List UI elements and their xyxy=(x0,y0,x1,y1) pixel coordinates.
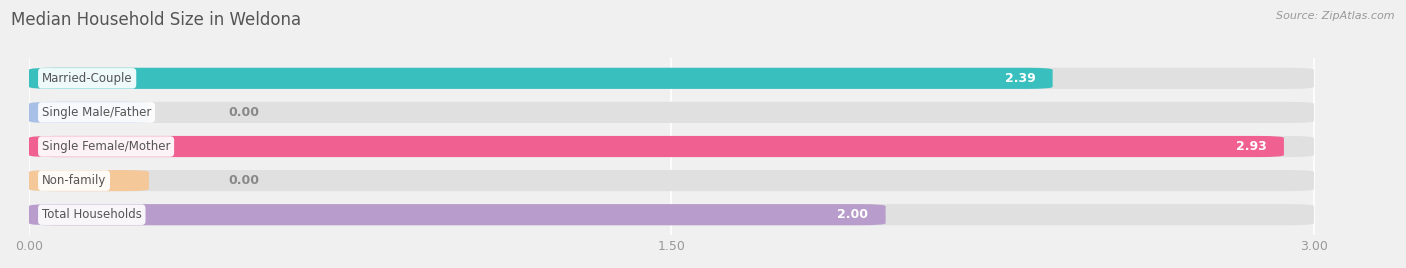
FancyBboxPatch shape xyxy=(30,136,1313,157)
Text: Non-family: Non-family xyxy=(42,174,107,187)
FancyBboxPatch shape xyxy=(30,102,1313,123)
FancyBboxPatch shape xyxy=(30,68,1313,89)
FancyBboxPatch shape xyxy=(30,204,1313,225)
FancyBboxPatch shape xyxy=(30,170,1313,191)
Text: Total Households: Total Households xyxy=(42,208,142,221)
FancyBboxPatch shape xyxy=(30,136,1284,157)
Text: Source: ZipAtlas.com: Source: ZipAtlas.com xyxy=(1277,11,1395,21)
Text: 2.00: 2.00 xyxy=(838,208,869,221)
FancyBboxPatch shape xyxy=(30,204,886,225)
Text: 0.00: 0.00 xyxy=(228,174,259,187)
Text: 2.39: 2.39 xyxy=(1005,72,1035,85)
Text: Single Male/Father: Single Male/Father xyxy=(42,106,152,119)
FancyBboxPatch shape xyxy=(30,170,149,191)
Text: Median Household Size in Weldona: Median Household Size in Weldona xyxy=(11,11,301,29)
Text: Single Female/Mother: Single Female/Mother xyxy=(42,140,170,153)
FancyBboxPatch shape xyxy=(30,102,149,123)
FancyBboxPatch shape xyxy=(30,68,1053,89)
Text: 2.93: 2.93 xyxy=(1236,140,1267,153)
Text: 0.00: 0.00 xyxy=(228,106,259,119)
Text: Married-Couple: Married-Couple xyxy=(42,72,132,85)
